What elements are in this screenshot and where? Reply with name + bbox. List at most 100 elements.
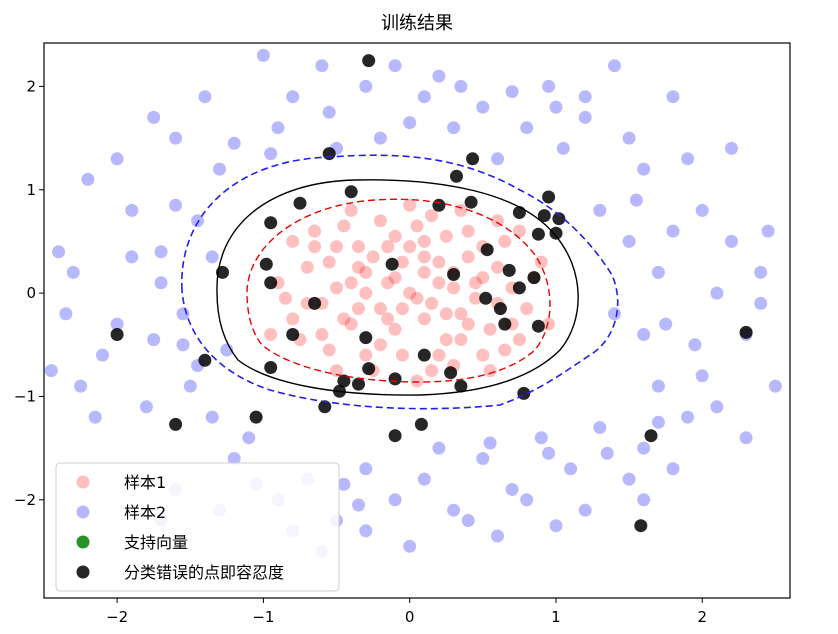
point-2-3 <box>110 317 124 331</box>
point-1-52 <box>352 302 365 316</box>
point-1-3 <box>432 255 446 269</box>
point-1-61 <box>278 291 292 305</box>
point-2-23 <box>373 131 387 145</box>
point-1-74 <box>330 364 343 378</box>
point-2-81 <box>59 307 73 321</box>
y-axis: −2 −1 0 1 2 <box>14 77 44 509</box>
point-1-7 <box>373 338 387 352</box>
point-2-96 <box>520 493 534 507</box>
plot-frame <box>43 42 791 599</box>
point-2-1 <box>125 203 139 217</box>
point-1-37 <box>395 255 409 269</box>
y-tick-label: −2 <box>14 491 36 509</box>
point-2-110 <box>44 364 58 378</box>
point-2-67 <box>659 317 673 331</box>
point-2-72 <box>169 198 183 212</box>
legend-label-2: 样本2 <box>124 503 166 522</box>
point-4-38 <box>552 212 566 226</box>
margin-contour-outer <box>181 154 619 410</box>
point-2-7 <box>169 131 183 145</box>
point-2-29 <box>491 152 504 166</box>
point-1-43 <box>344 276 358 290</box>
point-2-69 <box>176 307 190 321</box>
point-2-119 <box>688 338 702 352</box>
point-2-93 <box>359 524 373 538</box>
point-1-63 <box>388 271 402 285</box>
point-2-18 <box>271 121 285 135</box>
point-2-118 <box>651 415 665 429</box>
point-2-74 <box>205 250 219 264</box>
point-1-14 <box>483 322 497 336</box>
point-2-15 <box>227 452 241 465</box>
point-2-55 <box>359 462 373 476</box>
point-2-39 <box>725 234 738 248</box>
point-4-43 <box>169 417 183 431</box>
point-1-64 <box>410 219 424 233</box>
point-1-32 <box>476 348 490 362</box>
point-4-0 <box>362 54 376 68</box>
point-4-41 <box>318 400 332 414</box>
point-4-27 <box>512 281 526 295</box>
chart-title: 训练结果 <box>381 13 453 34</box>
point-1-31 <box>410 374 424 388</box>
point-2-70 <box>147 333 161 347</box>
point-1-47 <box>454 333 468 347</box>
point-1-76 <box>395 348 409 362</box>
point-2-107 <box>710 400 724 414</box>
point-1-12 <box>439 333 453 347</box>
point-2-60 <box>622 234 636 248</box>
point-2-38 <box>695 203 709 217</box>
point-1-72 <box>264 328 278 341</box>
point-2-44 <box>651 379 665 393</box>
point-2-11 <box>213 162 226 176</box>
point-2-95 <box>461 514 475 527</box>
point-2-111 <box>88 410 102 424</box>
point-4-18 <box>444 366 458 380</box>
point-1-66 <box>308 224 322 238</box>
legend-label-3: 支持向量 <box>124 533 188 552</box>
point-4-23 <box>479 291 493 305</box>
point-2-88 <box>454 79 468 93</box>
point-4-40 <box>531 227 545 241</box>
x-tick-label: −1 <box>252 608 274 626</box>
point-2-76 <box>754 265 768 279</box>
point-2-22 <box>359 79 373 93</box>
point-1-57 <box>417 250 431 264</box>
point-1-18 <box>425 209 439 223</box>
point-1-79 <box>403 240 417 254</box>
point-4-12 <box>337 374 351 388</box>
x-tick-label: 2 <box>697 608 707 626</box>
point-2-48 <box>564 462 578 476</box>
point-2-98 <box>637 493 651 507</box>
point-4-3 <box>293 196 307 210</box>
point-2-85 <box>264 147 278 161</box>
point-4-7 <box>264 276 278 290</box>
point-1-26 <box>498 234 512 248</box>
point-2-9 <box>176 338 190 352</box>
point-2-34 <box>622 131 636 145</box>
point-1-4 <box>454 307 468 321</box>
point-4-44 <box>110 328 124 341</box>
point-2-114 <box>432 441 446 455</box>
point-1-73 <box>483 364 497 378</box>
point-4-21 <box>498 317 512 331</box>
point-2-117 <box>600 446 614 460</box>
point-2-6 <box>74 379 88 393</box>
point-1-38 <box>417 312 431 326</box>
point-4-4 <box>264 216 278 230</box>
point-4-22 <box>493 302 507 316</box>
point-1-50 <box>322 255 336 269</box>
point-2-94 <box>403 539 417 553</box>
point-2-113 <box>352 498 365 512</box>
point-1-1 <box>410 291 424 305</box>
point-2-62 <box>608 307 621 321</box>
point-1-87 <box>352 260 365 274</box>
point-2-40 <box>710 286 724 300</box>
y-tick-label: 1 <box>26 181 36 199</box>
point-1-68 <box>344 203 358 217</box>
point-4-17 <box>417 348 431 362</box>
point-2-13 <box>183 379 197 393</box>
point-4-49 <box>739 325 753 339</box>
point-2-115 <box>483 436 497 450</box>
